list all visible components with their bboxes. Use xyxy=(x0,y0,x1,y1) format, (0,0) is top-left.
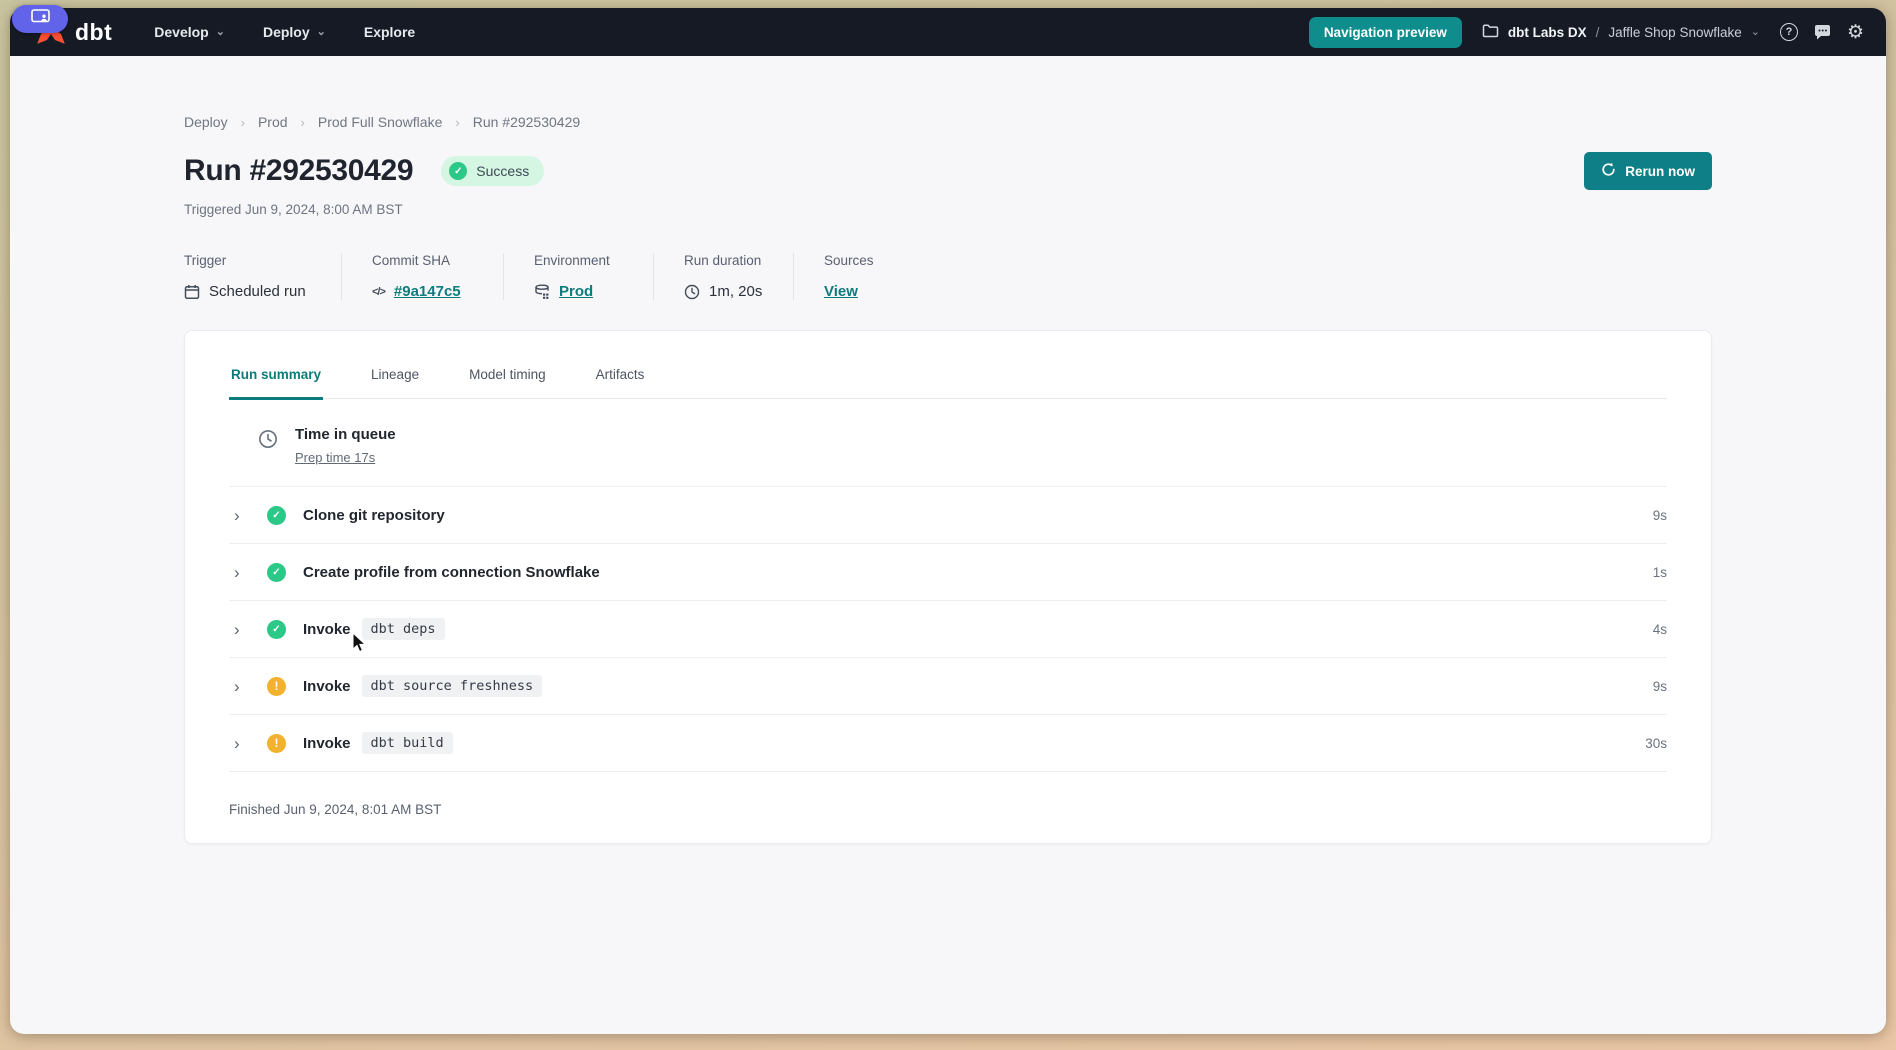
top-nav-bar: dbt Develop ⌄ Deploy ⌄ Explore Navigatio… xyxy=(10,8,1886,56)
run-duration-value: 1m, 20s xyxy=(709,283,763,300)
chevron-right-icon: › xyxy=(300,114,305,130)
step-status-icon xyxy=(267,676,286,696)
step-label: Invoke xyxy=(303,620,351,638)
meta-run-duration: Run duration 1m, 20s xyxy=(684,253,794,300)
step-status-icon xyxy=(267,619,286,639)
run-meta-row: Trigger Scheduled run Commit SHA xyxy=(184,253,1712,300)
clock-icon xyxy=(258,429,278,449)
primary-nav: Develop ⌄ Deploy ⌄ Explore xyxy=(154,24,415,40)
chevron-right-icon[interactable] xyxy=(234,735,258,752)
chevron-down-icon: ⌄ xyxy=(1750,25,1760,38)
success-check-icon xyxy=(449,162,468,180)
breadcrumb-prod[interactable]: Prod xyxy=(257,114,288,130)
prep-time-link[interactable]: Prep time 17s xyxy=(295,450,376,465)
app-window: dbt Develop ⌄ Deploy ⌄ Explore Navigatio… xyxy=(10,8,1886,1034)
feedback-chat-icon[interactable] xyxy=(1813,24,1832,41)
trigger-value: Scheduled run xyxy=(209,283,306,300)
step-duration: 9s xyxy=(1652,507,1667,523)
screen-share-icon xyxy=(30,9,50,29)
step-status-icon xyxy=(267,505,286,525)
triggered-timestamp: Triggered Jun 9, 2024, 8:00 AM BST xyxy=(184,202,403,217)
run-summary-card: Run summary Lineage Model timing Artifac… xyxy=(184,330,1712,844)
sources-view-link[interactable]: View xyxy=(824,283,858,300)
status-badge: Success xyxy=(441,156,545,186)
account-name: dbt Labs DX xyxy=(1507,24,1587,40)
rerun-now-button[interactable]: Rerun now xyxy=(1584,152,1712,190)
meta-sources: Sources View xyxy=(824,253,874,300)
step-label: Clone git repository xyxy=(303,506,445,524)
nav-item-explore[interactable]: Explore xyxy=(363,24,416,40)
meta-trigger: Trigger Scheduled run xyxy=(184,253,342,300)
queue-title: Time in queue xyxy=(295,426,396,443)
step-command-chip: dbt source freshness xyxy=(361,675,543,697)
settings-gear-icon[interactable]: ⚙ xyxy=(1846,21,1864,43)
environment-database-icon xyxy=(534,283,550,300)
nav-item-deploy[interactable]: Deploy ⌄ xyxy=(262,24,326,40)
meta-commit-sha: Commit SHA </> #9a147c5 xyxy=(372,253,504,300)
nav-item-develop[interactable]: Develop ⌄ xyxy=(154,24,225,40)
chevron-right-icon[interactable] xyxy=(234,621,258,638)
tab[interactable]: Model timing xyxy=(469,367,546,382)
help-icon[interactable]: ? xyxy=(1779,23,1798,41)
tab-bar: Run summary Lineage Model timing Artifac… xyxy=(229,359,1667,400)
step-command-chip: dbt deps xyxy=(361,618,445,640)
environment-link[interactable]: Prod xyxy=(559,283,594,300)
chevron-right-icon: › xyxy=(240,114,245,130)
step-label: Invoke xyxy=(303,677,351,695)
chevron-down-icon: ⌄ xyxy=(215,25,225,38)
step-duration: 30s xyxy=(1645,735,1667,751)
code-icon: </> xyxy=(372,285,386,298)
step-row[interactable]: Invoke dbt source freshness 9s xyxy=(229,658,1667,715)
step-row[interactable]: Create profile from connection Snowflake… xyxy=(229,544,1667,601)
step-label: Create profile from connection Snowflake xyxy=(303,563,600,581)
status-badge-label: Success xyxy=(476,163,530,179)
chevron-right-icon[interactable] xyxy=(234,678,258,695)
chevron-down-icon: ⌄ xyxy=(316,25,326,38)
tab[interactable]: Lineage xyxy=(371,367,420,382)
step-row[interactable]: Invoke dbt build 30s xyxy=(229,715,1667,772)
topbar-right: Navigation preview dbt Labs DX / Jaffle … xyxy=(1308,16,1864,48)
breadcrumb-job[interactable]: Prod Full Snowflake xyxy=(317,114,443,130)
step-label: Invoke xyxy=(303,734,351,752)
chevron-right-icon: › xyxy=(455,114,460,130)
folder-icon xyxy=(1482,24,1499,41)
title-row: Run #292530429 Success Rerun now xyxy=(184,152,1712,190)
step-duration: 1s xyxy=(1652,564,1667,580)
breadcrumb: Deploy › Prod › Prod Full Snowflake › Ru… xyxy=(184,114,1712,130)
breadcrumb-deploy[interactable]: Deploy xyxy=(184,114,228,130)
breadcrumb-run: Run #292530429 xyxy=(472,114,581,130)
step-duration: 4s xyxy=(1652,621,1667,637)
calendar-icon xyxy=(184,284,200,300)
rerun-refresh-icon xyxy=(1601,162,1616,180)
meta-environment: Environment Prod xyxy=(534,253,654,300)
dbt-logo-text: dbt xyxy=(75,18,113,45)
step-status-icon xyxy=(267,733,286,753)
step-row[interactable]: Invoke dbt deps 4s xyxy=(229,601,1667,658)
navigation-preview-button[interactable]: Navigation preview xyxy=(1308,16,1462,48)
project-picker[interactable]: dbt Labs DX / Jaffle Shop Snowflake ⌄ xyxy=(1482,24,1760,41)
project-name: Jaffle Shop Snowflake xyxy=(1608,24,1742,40)
tab[interactable]: Artifacts xyxy=(595,367,645,382)
page-title: Run #292530429 xyxy=(184,154,414,187)
step-status-icon xyxy=(267,562,286,582)
commit-sha-link[interactable]: #9a147c5 xyxy=(393,283,461,300)
topbar-icons: ? ⚙ xyxy=(1779,21,1864,44)
screen-share-indicator xyxy=(12,5,68,33)
step-list: Clone git repository 9s Create profile f… xyxy=(229,487,1667,772)
main-area: Deploy › Prod › Prod Full Snowflake › Ru… xyxy=(10,56,1886,1034)
clock-icon xyxy=(684,284,700,300)
step-duration: 9s xyxy=(1652,678,1667,694)
chevron-right-icon[interactable] xyxy=(234,507,258,524)
step-row[interactable]: Clone git repository 9s xyxy=(229,487,1667,544)
time-in-queue-section: Time in queue Prep time 17s xyxy=(229,399,1667,487)
finished-timestamp: Finished Jun 9, 2024, 8:01 AM BST xyxy=(229,802,442,817)
step-command-chip: dbt build xyxy=(361,732,453,754)
chevron-right-icon[interactable] xyxy=(234,564,258,581)
tab[interactable]: Run summary xyxy=(229,359,324,400)
